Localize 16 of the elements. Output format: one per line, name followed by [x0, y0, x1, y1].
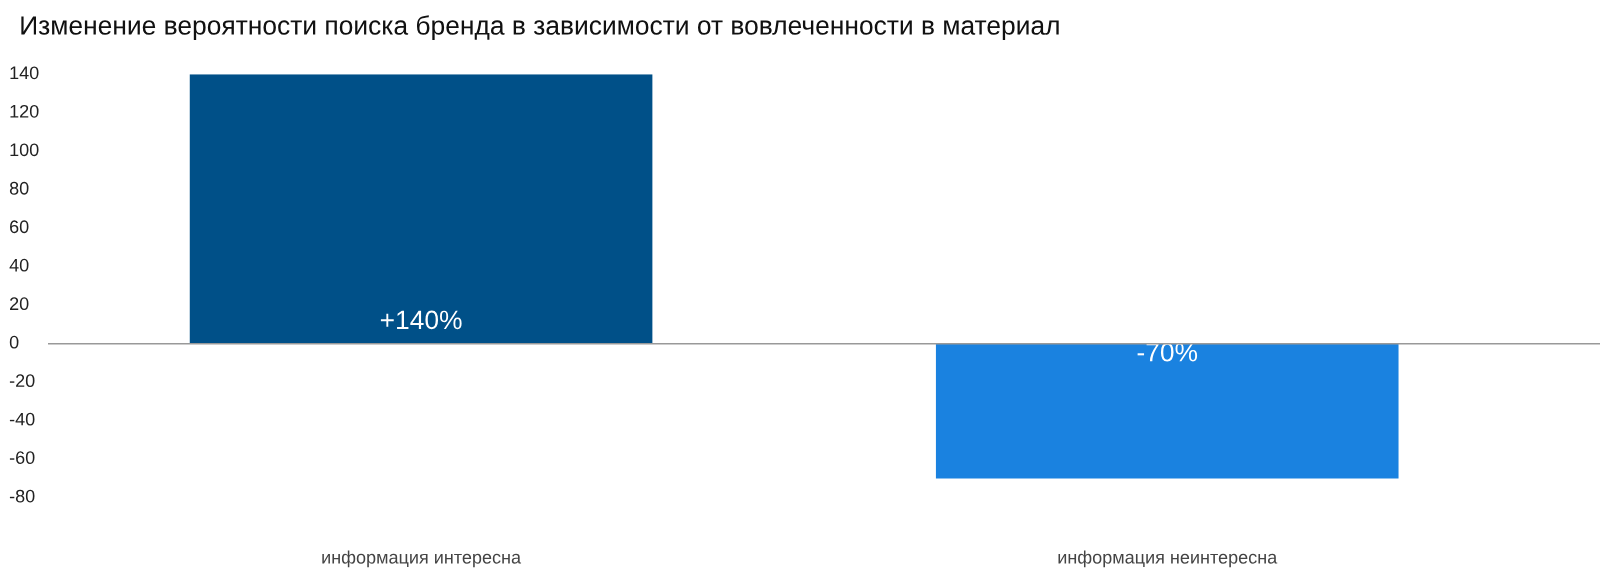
- y-tick-label: 140: [10, 66, 39, 80]
- y-tick-label: 0: [9, 335, 19, 349]
- y-tick-label: -80: [9, 489, 35, 503]
- y-tick-label: 60: [10, 220, 29, 234]
- x-tick-label: информация интересна: [322, 550, 522, 568]
- y-tick-label: 20: [10, 297, 29, 311]
- y-tick-label: -60: [9, 451, 35, 465]
- data-label: +140%: [380, 310, 462, 330]
- y-tick-label: 80: [9, 181, 29, 195]
- chart-title: Изменение вероятности поиска бренда в зависимости от вовлеченности в материал: [21, 15, 1059, 41]
- y-tick-label: 120: [10, 104, 39, 118]
- y-tick-label: 100: [10, 143, 39, 157]
- y-tick-label: 40: [9, 258, 29, 272]
- x-tick-label: информация неинтересна: [1058, 550, 1278, 568]
- y-tick-label: -40: [9, 412, 35, 426]
- y-tick-label: -20: [9, 374, 35, 388]
